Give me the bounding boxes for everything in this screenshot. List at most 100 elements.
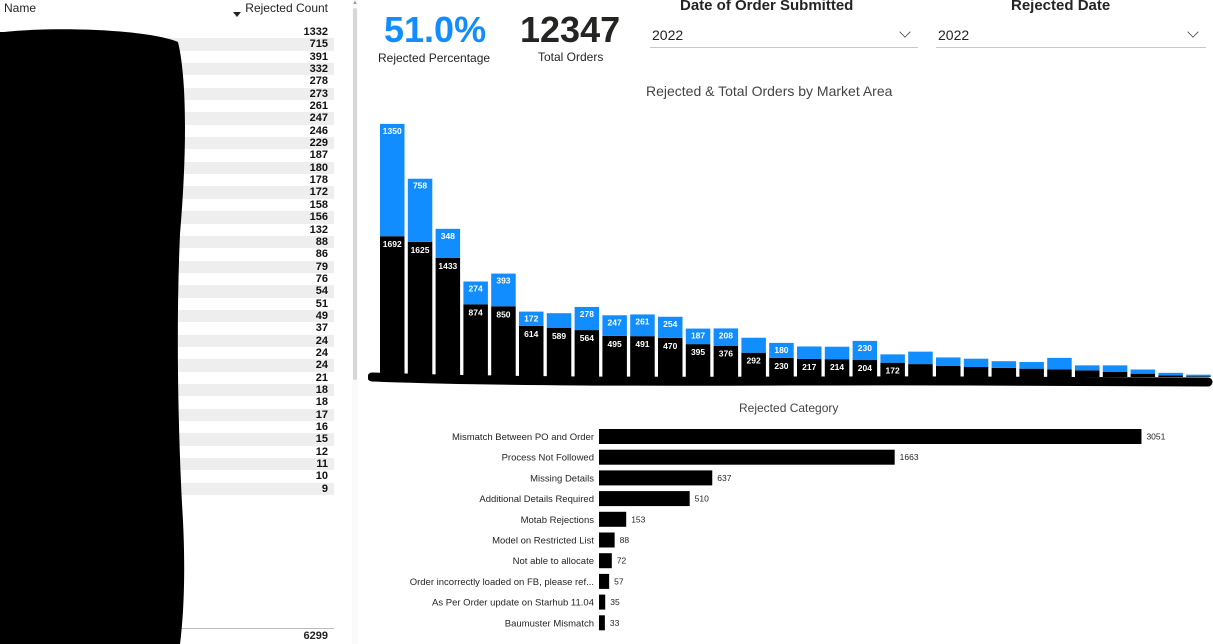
chevron-down-icon[interactable]	[899, 26, 911, 38]
rejected-orders-bar[interactable]	[713, 328, 739, 346]
rejected-orders-bar[interactable]	[1186, 374, 1211, 377]
table-row[interactable]: 246	[309, 124, 328, 137]
total-orders-bar[interactable]	[685, 344, 711, 377]
table-row[interactable]: 278	[309, 75, 328, 88]
scroll-up-icon[interactable]: ▲	[352, 0, 358, 6]
table-row[interactable]: 76	[315, 272, 328, 285]
rejected-orders-bar[interactable]	[491, 273, 516, 307]
category-bar[interactable]	[599, 470, 713, 486]
rejected-orders-bar[interactable]	[991, 361, 1017, 368]
category-bar[interactable]	[599, 553, 612, 569]
total-orders-bar[interactable]	[380, 236, 405, 377]
total-orders-bar[interactable]	[769, 357, 794, 377]
total-orders-bar[interactable]	[908, 364, 933, 377]
rejected-date-dropdown[interactable]: 2022	[936, 22, 1206, 48]
total-orders-bar[interactable]	[713, 345, 739, 377]
rejected-orders-bar[interactable]	[574, 306, 600, 331]
table-row[interactable]: 187	[309, 149, 328, 162]
category-bar[interactable]	[599, 532, 615, 548]
total-orders-bar[interactable]	[574, 330, 600, 377]
category-bar[interactable]	[599, 615, 605, 631]
rejected-orders-bar[interactable]	[852, 340, 878, 361]
table-row[interactable]: 51	[315, 297, 328, 310]
table-row[interactable]: 178	[309, 174, 328, 187]
total-orders-bar[interactable]	[519, 325, 544, 377]
category-bar[interactable]	[599, 573, 610, 589]
total-orders-bar[interactable]	[741, 352, 766, 377]
rejected-orders-data-label: 230	[858, 343, 872, 353]
rejected-orders-bar[interactable]	[1158, 372, 1183, 376]
table-row[interactable]: 391	[309, 50, 328, 63]
rejected-orders-bar[interactable]	[380, 123, 405, 237]
rejected-orders-bar[interactable]	[685, 328, 711, 345]
total-orders-bar[interactable]	[1186, 376, 1211, 377]
total-orders-bar[interactable]	[991, 367, 1017, 377]
rejected-orders-bar[interactable]	[963, 358, 989, 368]
rejected-orders-bar[interactable]	[880, 354, 905, 363]
sort-descending-icon[interactable]	[233, 12, 241, 17]
category-bar[interactable]	[599, 511, 627, 527]
rejected-orders-bar[interactable]	[1130, 369, 1156, 374]
table-row[interactable]: 18	[315, 396, 328, 409]
total-orders-bar[interactable]	[658, 337, 683, 377]
rejected-orders-bar[interactable]	[1047, 357, 1072, 370]
total-orders-bar[interactable]	[435, 257, 461, 377]
table-scrollbar-thumb[interactable]	[353, 8, 357, 380]
rejected-orders-bar[interactable]	[630, 314, 655, 337]
total-orders-bar[interactable]	[880, 362, 905, 377]
total-orders-bar[interactable]	[463, 304, 488, 377]
table-row[interactable]: 24	[315, 346, 328, 359]
table-row[interactable]: 86	[315, 248, 328, 261]
table-row[interactable]: 10	[315, 470, 328, 483]
table-row[interactable]: 1332	[303, 26, 328, 38]
chevron-down-icon[interactable]	[1187, 26, 1199, 38]
category-bar[interactable]	[599, 449, 895, 465]
table-row[interactable]: 261	[309, 100, 328, 113]
rejected-orders-bar[interactable]	[769, 342, 794, 358]
total-orders-bar[interactable]	[1102, 372, 1128, 377]
table-row[interactable]: 16	[315, 421, 328, 433]
total-orders-bar[interactable]	[1019, 368, 1044, 377]
rejected-orders-bar[interactable]	[1019, 362, 1044, 369]
total-orders-bar[interactable]	[407, 241, 433, 377]
rejected-orders-bar[interactable]	[824, 346, 850, 360]
rejected-orders-bar[interactable]	[519, 311, 544, 326]
rejected-orders-bar[interactable]	[1075, 365, 1100, 371]
order-date-dropdown[interactable]: 2022	[650, 22, 918, 48]
column-header-name[interactable]: Name	[4, 1, 37, 15]
category-bar[interactable]	[599, 429, 1142, 444]
total-orders-bar[interactable]	[602, 335, 627, 377]
rejected-orders-bar[interactable]	[741, 337, 766, 353]
table-row[interactable]: 37	[315, 322, 328, 335]
table-row[interactable]: 158	[309, 198, 328, 211]
total-orders-bar[interactable]	[824, 359, 850, 377]
total-orders-bar[interactable]	[852, 360, 878, 377]
total-orders-bar[interactable]	[630, 336, 655, 377]
total-orders-bar[interactable]	[1047, 369, 1072, 377]
column-header-rejected-count[interactable]: Rejected Count	[245, 1, 328, 15]
total-orders-bar[interactable]	[1075, 370, 1100, 377]
rejected-orders-bar[interactable]	[908, 351, 933, 365]
rejected-orders-bar[interactable]	[546, 313, 572, 328]
total-orders-bar[interactable]	[936, 365, 961, 377]
total-orders-bar[interactable]	[1158, 375, 1183, 377]
rejected-orders-bar[interactable]	[602, 315, 627, 336]
rejected-orders-bar[interactable]	[435, 228, 461, 258]
rejected-orders-bar[interactable]	[407, 178, 433, 242]
total-orders-bar[interactable]	[963, 367, 989, 377]
total-orders-bar[interactable]	[491, 306, 516, 377]
rejected-orders-bar[interactable]	[936, 357, 961, 366]
rejected-orders-bar[interactable]	[658, 316, 683, 338]
rejected-orders-bar[interactable]	[1102, 365, 1128, 373]
total-orders-data-label: 172	[886, 366, 900, 376]
category-bar[interactable]	[599, 594, 606, 610]
rejected-orders-bar[interactable]	[463, 281, 488, 305]
rejected-orders-bar[interactable]	[797, 346, 822, 359]
total-orders-bar[interactable]	[797, 358, 822, 377]
category-bar[interactable]	[599, 491, 690, 507]
table-row[interactable]: 21	[315, 371, 328, 384]
table-row[interactable]: 132	[309, 223, 328, 236]
total-orders-bar[interactable]	[546, 327, 572, 377]
table-row[interactable]: 12	[315, 445, 328, 458]
total-orders-bar[interactable]	[1130, 373, 1156, 377]
